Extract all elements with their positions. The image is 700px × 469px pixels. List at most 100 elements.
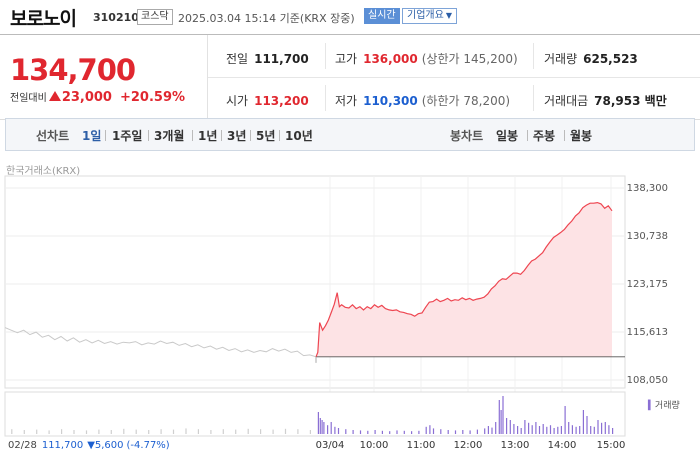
open-label: 시가 <box>226 94 249 108</box>
volume-bar <box>48 430 50 434</box>
lower-limit: (하한가 78,200) <box>421 94 511 108</box>
volume-bar <box>297 429 299 434</box>
volume-bar <box>582 410 584 434</box>
volume-bar <box>197 429 199 434</box>
stock-name: 보로노이 <box>10 8 77 30</box>
volume-bar <box>352 430 354 434</box>
tab-weekly[interactable]: 주봉 <box>533 129 556 143</box>
y-tick-label: 138,300 <box>627 183 668 194</box>
up-arrow-icon <box>48 91 61 101</box>
tab-1y[interactable]: 1년 <box>198 129 218 143</box>
volume-bar <box>564 406 566 434</box>
volume-bar <box>319 418 321 434</box>
quote-divider <box>325 43 326 69</box>
tab-10y[interactable]: 10년 <box>285 129 313 143</box>
open-value: 113,200 <box>254 94 309 108</box>
tab-3y[interactable]: 3년 <box>227 129 247 143</box>
volume-bar <box>210 430 212 434</box>
volume-bar <box>593 426 595 434</box>
tab-1w[interactable]: 1주일 <box>112 129 143 143</box>
prev-day-summary: 02/28 111,700 ▼5,600 (-4.77%) <box>8 440 170 451</box>
quote-panel: 134,700 전일대비 23,000 +20.59% 전일 111,700 고가 13… <box>0 34 700 120</box>
company-overview-dropdown[interactable]: 기업개요 ▼ <box>402 8 457 24</box>
volume-bar <box>462 430 464 434</box>
volume-bar <box>553 428 555 434</box>
stock-header: 보로노이 310210 코스닥 2025.03.04 15:14 기준(KRX … <box>0 0 700 34</box>
volume-bar <box>586 416 588 434</box>
tab-separator <box>105 130 106 141</box>
volume-bar <box>557 426 559 434</box>
volume-bar <box>608 425 610 434</box>
high-label: 고가 <box>335 52 358 66</box>
volume-label: 거래량 <box>544 52 578 66</box>
volume-bar <box>440 429 442 434</box>
prev-day-change: 5,600 <box>95 440 124 451</box>
volume-bar <box>374 430 376 434</box>
volume-bar <box>425 426 427 434</box>
tab-1d[interactable]: 1일 <box>82 129 102 143</box>
volume-bar <box>604 422 606 434</box>
volume-bar <box>506 418 508 434</box>
volume-bar <box>11 429 13 434</box>
volume-bar <box>498 400 500 434</box>
volume-bar <box>36 429 38 434</box>
volume-bar <box>148 430 150 434</box>
volume-bar <box>432 428 435 434</box>
volume-bar <box>260 429 262 434</box>
volume-bar <box>367 430 369 434</box>
volume-bar <box>469 430 471 434</box>
volume-bar <box>513 424 515 434</box>
volume-bar <box>98 429 100 434</box>
price-change-percent: +20.59% <box>119 90 186 105</box>
tab-daily[interactable]: 일봉 <box>496 129 519 143</box>
prev-close-value: 111,700 <box>254 52 309 66</box>
volume-bar <box>502 396 504 434</box>
volume-bar <box>601 422 603 434</box>
prev-close-label: 전일 <box>226 52 249 66</box>
volume-bar <box>476 429 478 434</box>
volume-bar <box>579 426 581 434</box>
y-tick-label: 130,738 <box>627 231 668 242</box>
prev-day-close: 111,700 <box>42 440 83 451</box>
y-tick-label: 123,175 <box>627 279 668 290</box>
volume-bar <box>535 422 537 434</box>
tab-3m[interactable]: 3개월 <box>154 129 185 143</box>
line-chart-label[interactable]: 선차트 <box>36 129 70 143</box>
tab-5y[interactable]: 5년 <box>256 129 276 143</box>
stock-code: 310210 <box>93 11 139 24</box>
volume-bar <box>61 429 63 434</box>
tab-monthly[interactable]: 월봉 <box>570 129 593 143</box>
candle-chart-label[interactable]: 봉차트 <box>450 129 484 143</box>
volume-bar <box>484 428 486 434</box>
chevron-down-icon: ▼ <box>445 11 452 20</box>
x-tick-label: 15:00 <box>597 440 626 451</box>
volume-bar <box>571 425 573 434</box>
volume-bar <box>487 426 489 434</box>
quote-divider <box>533 43 534 69</box>
low-value: 110,300 <box>363 94 418 108</box>
volume-bar <box>411 431 413 434</box>
low-price: 저가 110,300 (하한가 78,200) <box>335 92 510 109</box>
volume-bar <box>500 410 502 434</box>
realtime-button[interactable]: 실시간 <box>364 8 400 24</box>
volume-bar <box>389 431 391 434</box>
volume-bar <box>330 422 332 434</box>
volume-bar <box>160 429 162 434</box>
open-price: 시가 113,200 <box>226 92 309 109</box>
volume-bar <box>517 426 519 434</box>
volume-bar <box>418 430 420 434</box>
quote-divider <box>325 85 326 111</box>
volume-bar <box>235 429 237 434</box>
y-tick-label: 108,050 <box>627 375 668 386</box>
price-chart[interactable]: 138,300 130,738 123,175 115,613 108,050 ▍거래량… <box>0 150 700 469</box>
volume-bar <box>73 430 75 434</box>
high-price: 고가 136,000 (상한가 145,200) <box>335 50 518 67</box>
chart-tabs: 선차트 1일 1주일 3개월 1년 3년 5년 10년 봉차트 일봉 주봉 월봉 <box>5 118 695 151</box>
upper-limit: (상한가 145,200) <box>421 52 518 66</box>
prev-day-date: 02/28 <box>8 440 37 451</box>
volume-bar <box>359 430 362 434</box>
volume-bar <box>396 430 398 434</box>
volume-bar <box>509 420 511 434</box>
high-value: 136,000 <box>363 52 418 66</box>
volume-bar <box>495 422 497 434</box>
